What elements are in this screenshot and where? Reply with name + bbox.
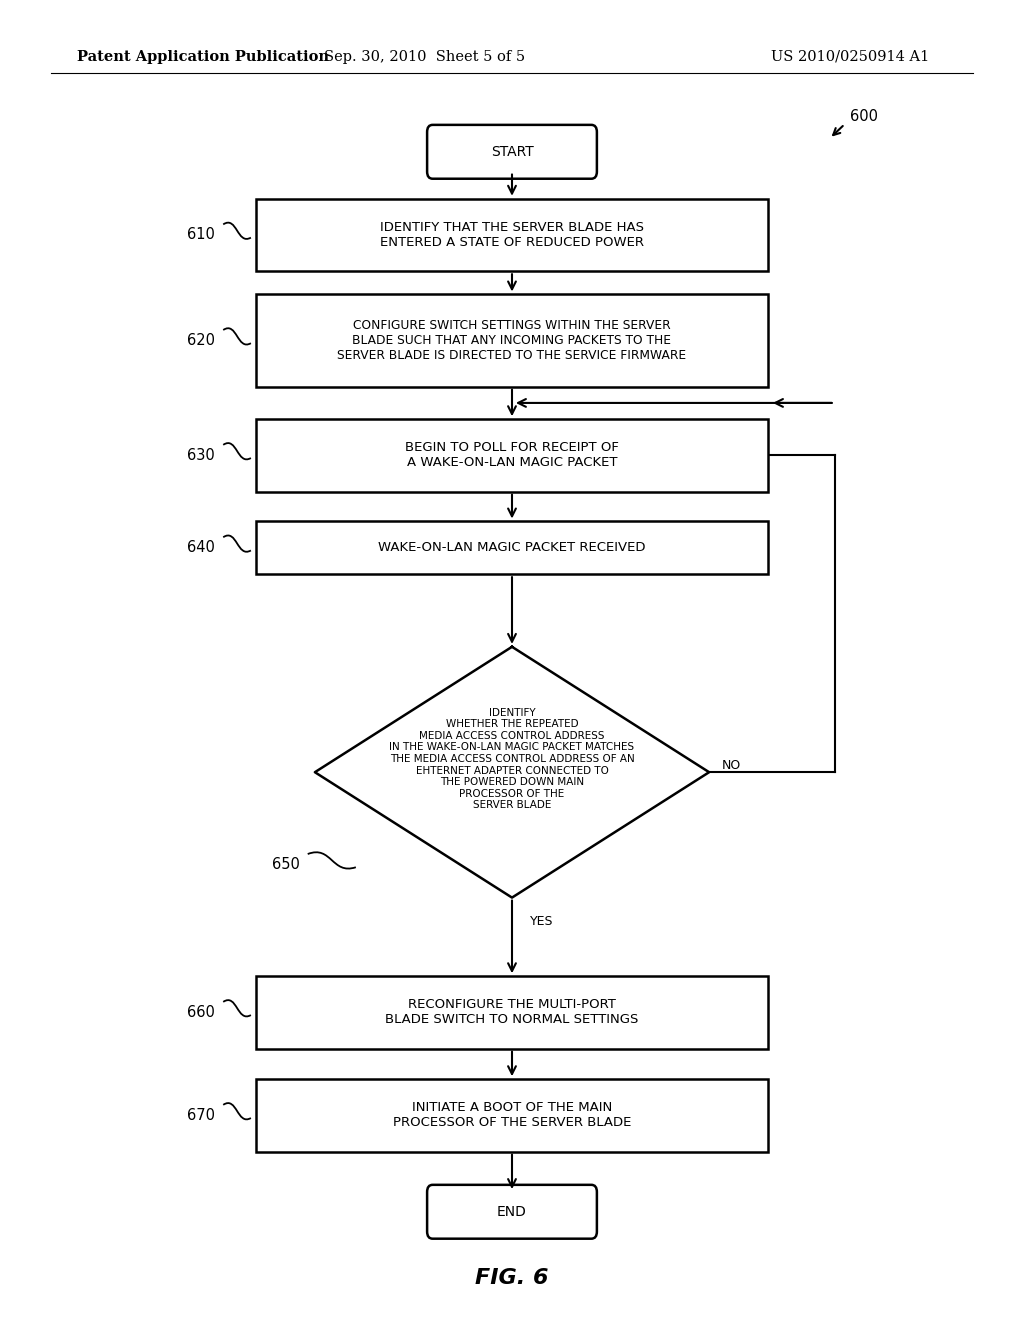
Text: INITIATE A BOOT OF THE MAIN
PROCESSOR OF THE SERVER BLADE: INITIATE A BOOT OF THE MAIN PROCESSOR OF…: [393, 1101, 631, 1130]
Text: NO: NO: [721, 759, 740, 772]
Text: BEGIN TO POLL FOR RECEIPT OF
A WAKE-ON-LAN MAGIC PACKET: BEGIN TO POLL FOR RECEIPT OF A WAKE-ON-L…: [406, 441, 618, 470]
Text: IDENTIFY THAT THE SERVER BLADE HAS
ENTERED A STATE OF REDUCED POWER: IDENTIFY THAT THE SERVER BLADE HAS ENTER…: [380, 220, 644, 249]
Text: 630: 630: [187, 447, 215, 463]
Text: RECONFIGURE THE MULTI-PORT
BLADE SWITCH TO NORMAL SETTINGS: RECONFIGURE THE MULTI-PORT BLADE SWITCH …: [385, 998, 639, 1027]
Text: 610: 610: [187, 227, 215, 243]
Text: 620: 620: [187, 333, 215, 348]
Bar: [256, 294, 768, 387]
Text: WAKE-ON-LAN MAGIC PACKET RECEIVED: WAKE-ON-LAN MAGIC PACKET RECEIVED: [378, 541, 646, 554]
Bar: [256, 198, 768, 272]
Text: 600: 600: [850, 108, 878, 124]
Text: 660: 660: [187, 1005, 215, 1020]
Text: 640: 640: [187, 540, 215, 556]
Text: IDENTIFY
WHETHER THE REPEATED
MEDIA ACCESS CONTROL ADDRESS
IN THE WAKE-ON-LAN MA: IDENTIFY WHETHER THE REPEATED MEDIA ACCE…: [389, 708, 635, 810]
Text: Sep. 30, 2010  Sheet 5 of 5: Sep. 30, 2010 Sheet 5 of 5: [325, 50, 525, 63]
Text: US 2010/0250914 A1: US 2010/0250914 A1: [771, 50, 929, 63]
FancyBboxPatch shape: [427, 1185, 597, 1238]
Text: YES: YES: [530, 915, 554, 928]
FancyBboxPatch shape: [427, 125, 597, 178]
Text: 650: 650: [271, 857, 299, 873]
Bar: [256, 521, 768, 574]
Bar: [256, 977, 768, 1048]
Text: 670: 670: [187, 1107, 215, 1123]
Bar: [256, 418, 768, 491]
Text: END: END: [497, 1205, 527, 1218]
Text: FIG. 6: FIG. 6: [475, 1267, 549, 1288]
Bar: [256, 1080, 768, 1151]
Text: START: START: [490, 145, 534, 158]
Text: Patent Application Publication: Patent Application Publication: [77, 50, 329, 63]
Text: CONFIGURE SWITCH SETTINGS WITHIN THE SERVER
BLADE SUCH THAT ANY INCOMING PACKETS: CONFIGURE SWITCH SETTINGS WITHIN THE SER…: [338, 319, 686, 362]
